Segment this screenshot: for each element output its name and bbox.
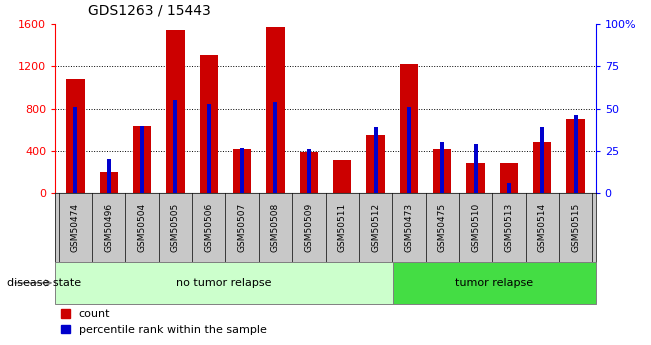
Bar	[266, 27, 284, 193]
Bar	[273, 102, 277, 193]
Text: tumor relapse: tumor relapse	[455, 278, 533, 288]
Bar	[140, 126, 144, 193]
Bar	[367, 135, 385, 193]
Bar	[55, 262, 393, 304]
Text: GSM50496: GSM50496	[104, 203, 113, 252]
Text: GSM50475: GSM50475	[437, 203, 447, 252]
Bar	[473, 144, 478, 193]
Bar	[100, 172, 118, 193]
Bar	[466, 162, 485, 193]
Text: GDS1263 / 15443: GDS1263 / 15443	[88, 3, 211, 17]
Bar	[566, 119, 585, 193]
Bar	[393, 262, 596, 304]
Bar	[540, 127, 544, 193]
Bar	[166, 30, 185, 193]
Bar	[533, 142, 551, 193]
Bar	[574, 116, 577, 193]
Legend: count, percentile rank within the sample: count, percentile rank within the sample	[61, 309, 266, 335]
Text: GSM50507: GSM50507	[238, 203, 247, 252]
Bar	[440, 142, 444, 193]
Bar	[307, 149, 311, 193]
Bar	[233, 149, 251, 193]
Text: GSM50514: GSM50514	[538, 203, 547, 252]
Text: GSM50506: GSM50506	[204, 203, 214, 252]
Bar	[173, 100, 178, 193]
Text: GSM50511: GSM50511	[338, 203, 347, 252]
Bar	[74, 107, 77, 193]
Bar	[107, 159, 111, 193]
Text: GSM50513: GSM50513	[505, 203, 514, 252]
Text: GSM50509: GSM50509	[304, 203, 313, 252]
Bar	[333, 160, 352, 193]
Bar	[507, 183, 511, 193]
Text: GSM50473: GSM50473	[404, 203, 413, 252]
Text: GSM50474: GSM50474	[71, 203, 80, 252]
Bar	[374, 127, 378, 193]
Text: GSM50508: GSM50508	[271, 203, 280, 252]
Bar	[200, 55, 218, 193]
Text: GSM50515: GSM50515	[571, 203, 580, 252]
Text: GSM50512: GSM50512	[371, 203, 380, 252]
Bar	[207, 104, 211, 193]
Text: disease state: disease state	[7, 278, 81, 288]
Bar	[133, 126, 151, 193]
Bar	[240, 148, 244, 193]
Bar	[433, 149, 451, 193]
Bar	[407, 107, 411, 193]
Text: GSM50504: GSM50504	[137, 203, 146, 252]
Text: GSM50510: GSM50510	[471, 203, 480, 252]
Bar	[299, 152, 318, 193]
Bar	[66, 79, 85, 193]
Bar	[400, 64, 418, 193]
Bar	[500, 162, 518, 193]
Text: GSM50505: GSM50505	[171, 203, 180, 252]
Text: no tumor relapse: no tumor relapse	[176, 278, 272, 288]
